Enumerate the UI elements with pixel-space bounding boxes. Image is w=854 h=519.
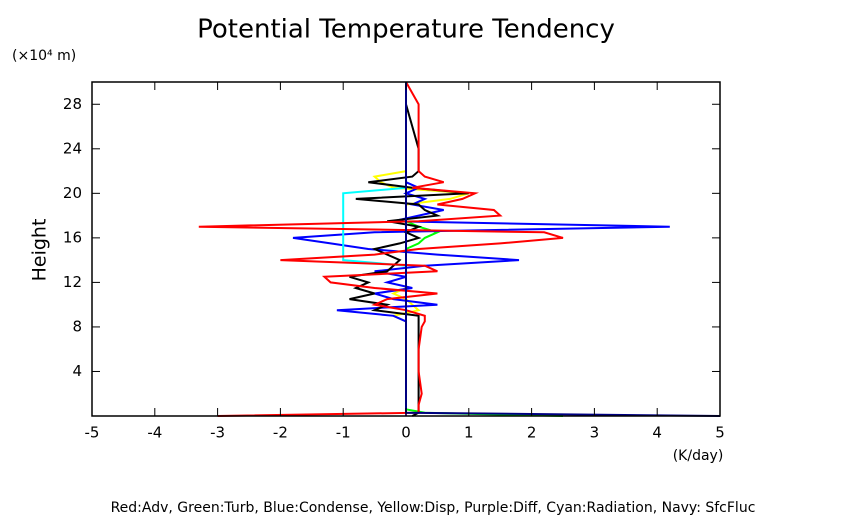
y-axis-label: Height (29, 219, 51, 282)
x-tick-label: 5 (715, 424, 725, 442)
profile-line (198, 81, 564, 417)
profile-line (405, 82, 721, 417)
profile-line (292, 82, 670, 416)
y-tick-label: 20 (63, 184, 82, 202)
x-tick-label: 0 (401, 424, 411, 442)
x-tick-label: 3 (590, 424, 600, 442)
x-tick-label: 4 (652, 424, 662, 442)
x-tick-label: 2 (527, 424, 537, 442)
footnote: Red:Adv, Green:Turb, Blue:Condense, Yell… (111, 500, 756, 516)
x-tick-label: -5 (85, 424, 100, 442)
profile-line (349, 82, 469, 417)
x-tick-label: -1 (336, 424, 351, 442)
x-tick-label: -2 (273, 424, 288, 442)
y-tick-label: 24 (63, 139, 82, 157)
x-tick-label: -3 (210, 424, 225, 442)
chart-title: Potential Temperature Tendency (197, 15, 615, 45)
x-tick-label: 1 (464, 424, 474, 442)
y-tick-label: 28 (63, 95, 82, 113)
y-tick-label: 8 (72, 317, 82, 335)
y-tick-label: 12 (63, 273, 82, 291)
y-unit: (×10⁴ m) (12, 48, 76, 64)
y-tick-label: 4 (72, 362, 82, 380)
x-tick-label: -4 (147, 424, 162, 442)
x-unit: (K/day) (673, 448, 724, 464)
y-tick-label: 16 (63, 228, 82, 246)
plot-area (198, 81, 721, 417)
